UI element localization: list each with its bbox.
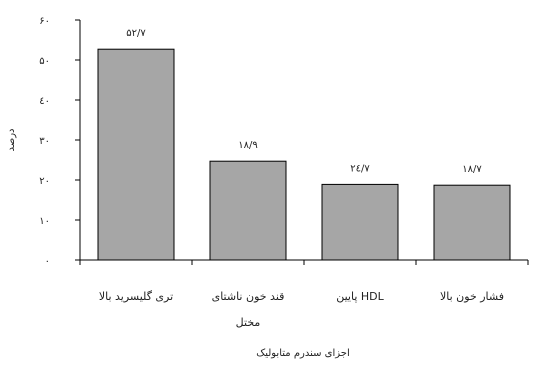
bar: [97, 48, 175, 261]
bar: [209, 160, 287, 261]
bar: [433, 184, 511, 261]
y-tick-label: ۳۰: [39, 136, 50, 147]
x-axis-label: اجزای سندرم متابولیک: [256, 348, 350, 359]
y-axis-label: درصد: [6, 128, 17, 151]
chart-bars: [97, 48, 511, 261]
category-label: پایین HDL: [336, 290, 384, 303]
y-tick-label: ۶۰: [39, 16, 50, 27]
category-label: فشار خون بالا: [440, 290, 504, 303]
y-axis-ticks: ۰ ۱۰ ۲۰ ۳۰ ٤۰ ۵۰ ۶۰: [39, 16, 80, 267]
y-tick-label: ۵۰: [39, 56, 50, 67]
bar: [321, 183, 399, 261]
data-label: ۱۸/۹: [238, 140, 257, 151]
category-label: تری گلیسرید بالا: [99, 290, 173, 303]
y-tick-label: ۲۰: [39, 176, 50, 187]
data-label: ۱۸/۷: [462, 164, 482, 175]
category-label: قند خون ناشتای: [212, 290, 285, 303]
y-tick-label: ۰: [45, 256, 50, 267]
category-label: مختل: [236, 316, 261, 329]
category-labels: تری گلیسرید بالا قند خون ناشتای مختل پایین …: [99, 290, 504, 329]
y-tick-label: ۱۰: [39, 216, 50, 227]
data-label: ۲٤/۷: [350, 163, 370, 174]
data-label: ۵۲/۷: [126, 28, 146, 39]
y-tick-label: ٤۰: [39, 96, 50, 107]
data-labels: ۵۲/۷ ۱۸/۹ ۲٤/۷ ۱۸/۷: [126, 28, 482, 175]
